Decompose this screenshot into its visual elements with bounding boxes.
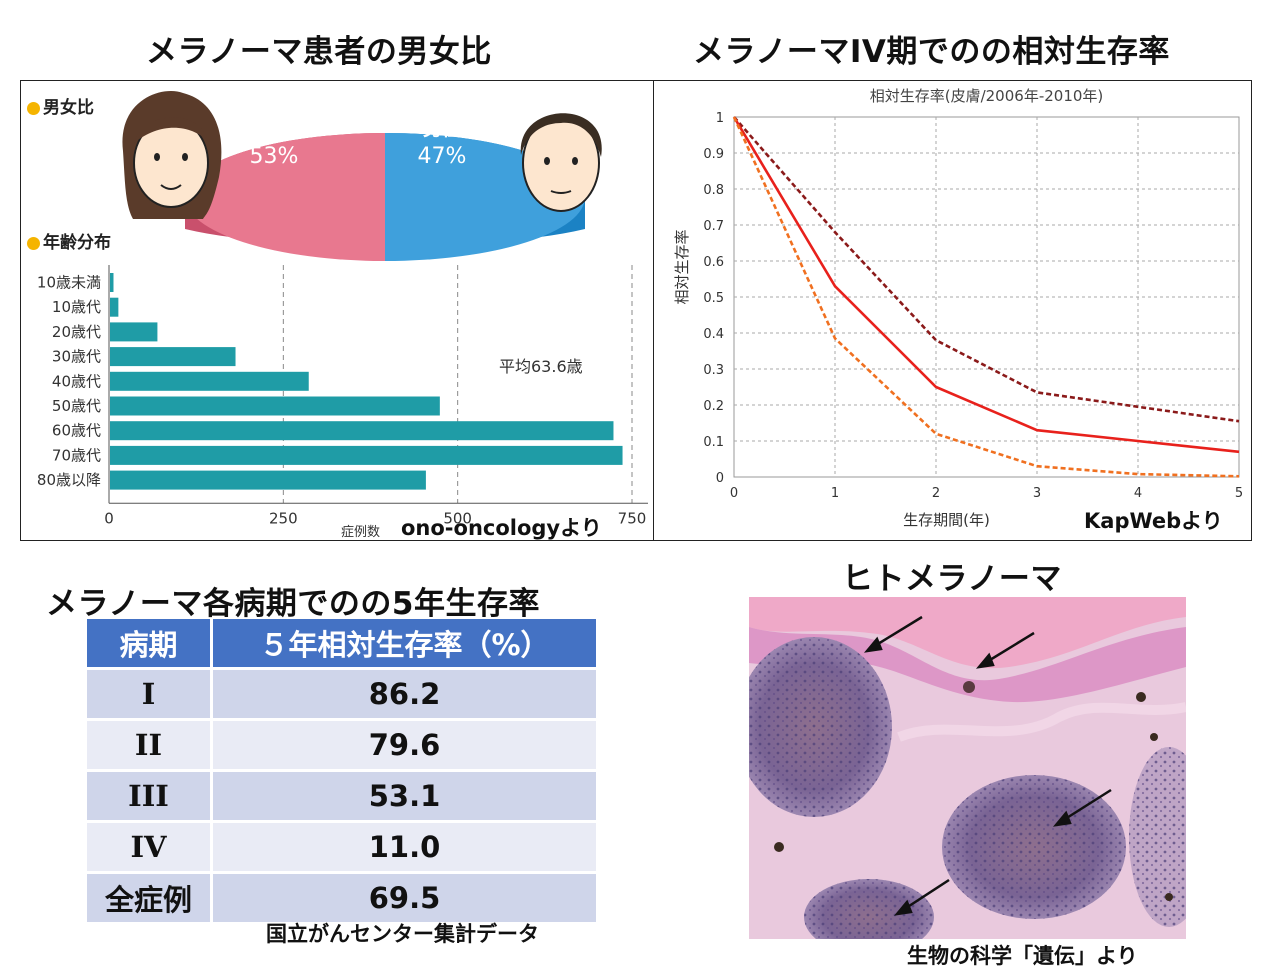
y-tick-label: 40歳代 bbox=[52, 372, 101, 390]
y-tick-label: 20歳代 bbox=[52, 323, 101, 341]
source-kapweb: KapWebより bbox=[1084, 509, 1223, 533]
y-tick-label: 0.5 bbox=[703, 291, 724, 306]
demographics-panel: 男女比 女性 53% 男性 47% 0 250 500 750 10歳未満 10 bbox=[20, 80, 654, 541]
y-tick-label: 70歳代 bbox=[52, 446, 101, 464]
table-row: III 53.1 bbox=[87, 772, 596, 820]
x-tick-label: 0 bbox=[730, 486, 738, 501]
y-tick-label: 0.9 bbox=[703, 147, 724, 162]
x-tick-label: 4 bbox=[1134, 486, 1142, 501]
pie-label-female: 女性 bbox=[255, 117, 293, 140]
y-tick-label: 60歳代 bbox=[52, 422, 101, 440]
pie-value-male: 47% bbox=[418, 144, 467, 169]
bar bbox=[110, 371, 309, 391]
histology-title: ヒトメラノーマ bbox=[842, 561, 1062, 597]
x-axis-label: 生存期間(年) bbox=[903, 511, 990, 529]
chart-title: 相対生存率(皮膚/2006年-2010年) bbox=[870, 87, 1104, 105]
bar bbox=[110, 396, 440, 416]
survival-iv-title: メラノーマIV期でのの相対生存率 bbox=[693, 34, 1170, 70]
bar bbox=[110, 421, 614, 441]
female-face-icon bbox=[122, 91, 222, 219]
bullet-icon bbox=[27, 101, 40, 115]
y-tick-label: 0.4 bbox=[703, 327, 724, 342]
table-cell-rate: 11.0 bbox=[213, 823, 596, 871]
y-tick-label: 10歳代 bbox=[52, 298, 101, 316]
x-tick-label: 2 bbox=[932, 486, 940, 501]
bar bbox=[110, 297, 119, 317]
y-tick-label: 0.8 bbox=[703, 183, 724, 198]
y-tick-label: 0.6 bbox=[703, 255, 724, 270]
male-face-icon bbox=[520, 113, 602, 212]
x-tick-label: 1 bbox=[831, 486, 839, 501]
table-cell-stage: I bbox=[87, 670, 210, 718]
pie-label-male: 男性 bbox=[423, 117, 461, 140]
y-tick-label: 0.2 bbox=[703, 399, 724, 414]
table-header-stage: 病期 bbox=[87, 619, 210, 667]
y-tick-label: 1 bbox=[716, 111, 724, 126]
series-line bbox=[732, 116, 1240, 454]
bar bbox=[110, 322, 158, 342]
bar bbox=[110, 273, 114, 292]
x-tick-label: 5 bbox=[1235, 486, 1243, 501]
table-row: II 79.6 bbox=[87, 721, 596, 769]
survival-panel: 相対生存率(皮膚/2006年-2010年) 0 0.1 0.2 0.3 0.4 0.5 0.6… bbox=[653, 80, 1252, 541]
pie-value-female: 53% bbox=[250, 144, 299, 169]
sex-ratio-title: メラノーマ患者の男女比 bbox=[146, 34, 492, 70]
y-tick-label: 0 bbox=[716, 471, 724, 486]
sex-ratio-pie: 女性 53% 男性 47% 0 250 500 750 10歳未満 10歳代 20歳代 30歳… bbox=[37, 91, 648, 527]
y-tick-label: 50歳代 bbox=[52, 397, 101, 415]
pie-slice-female bbox=[185, 133, 385, 261]
stage-survival-table: 病期 ５年相対生存率（%） I 86.2 II 79.6 III 53.1 IV… bbox=[84, 616, 599, 925]
x-tick-label: 3 bbox=[1033, 486, 1041, 501]
series-line bbox=[732, 116, 1240, 478]
bar bbox=[110, 445, 623, 465]
y-tick-label: 10歳未満 bbox=[37, 274, 101, 292]
table-row: I 86.2 bbox=[87, 670, 596, 718]
mean-age-note: 平均63.6歳 bbox=[499, 357, 583, 376]
age-axis-title: 症例数 bbox=[341, 525, 381, 540]
y-tick-label: 80歳以降 bbox=[37, 471, 101, 489]
table-cell-stage: 全症例 bbox=[87, 874, 210, 922]
bar bbox=[110, 347, 236, 367]
y-tick-label: 30歳代 bbox=[52, 348, 101, 366]
stage-table-title: メラノーマ各病期でのの5年生存率 bbox=[46, 586, 540, 622]
table-row: 全症例 69.5 bbox=[87, 874, 596, 922]
table-cell-stage: III bbox=[87, 772, 210, 820]
survival-chart: 相対生存率(皮膚/2006年-2010年) 0 0.1 0.2 0.3 0.4 0.5 0.6… bbox=[673, 87, 1243, 529]
table-row: IV 11.0 bbox=[87, 823, 596, 871]
age-heading: 年齢分布 bbox=[27, 228, 111, 253]
arrow-annotations bbox=[863, 615, 1112, 916]
x-tick-label: 250 bbox=[269, 509, 298, 527]
table-cell-rate: 53.1 bbox=[213, 772, 596, 820]
age-distribution-chart: 0 250 500 750 10歳未満 10歳代 20歳代 30歳代 40歳代 50歳代 60歳代 7… bbox=[37, 265, 648, 527]
table-header-rate: ５年相対生存率（%） bbox=[213, 619, 596, 667]
source-ono: ono-oncologyより bbox=[401, 516, 602, 540]
y-tick-label: 0.3 bbox=[703, 363, 724, 378]
y-tick-label: 0.1 bbox=[703, 435, 724, 450]
table-cell-rate: 86.2 bbox=[213, 670, 596, 718]
bullet-icon bbox=[27, 236, 40, 250]
bar bbox=[110, 470, 426, 490]
y-axis-label: 相対生存率 bbox=[673, 229, 691, 304]
table-cell-rate: 79.6 bbox=[213, 721, 596, 769]
x-tick-label: 500 bbox=[443, 509, 472, 527]
x-tick-label: 750 bbox=[618, 509, 647, 527]
y-tick-label: 0.7 bbox=[703, 219, 724, 234]
table-cell-rate: 69.5 bbox=[213, 874, 596, 922]
source-bio: 生物の科学「遺伝」より bbox=[907, 944, 1138, 968]
table-cell-stage: IV bbox=[87, 823, 210, 871]
source-ncc: 国立がんセンター集計データ bbox=[266, 922, 539, 946]
histology-image bbox=[749, 597, 1186, 939]
x-tick-label: 0 bbox=[104, 509, 114, 527]
sex-ratio-heading: 男女比 bbox=[27, 93, 94, 118]
table-cell-stage: II bbox=[87, 721, 210, 769]
